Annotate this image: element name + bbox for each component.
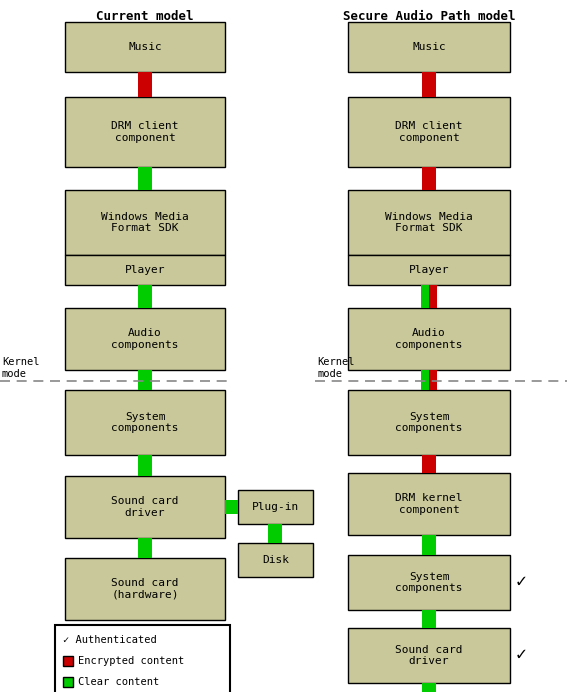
Text: Player: Player [125,265,165,275]
Text: Disk: Disk [262,555,289,565]
Text: DRM kernel
component: DRM kernel component [395,493,463,515]
Bar [429,285,437,308]
Bar [348,190,510,255]
Bar [65,476,225,538]
Text: Windows Media
Format SDK: Windows Media Format SDK [385,212,473,233]
Bar [225,500,238,514]
Bar [55,625,230,692]
Text: Audio
components: Audio components [395,328,463,349]
Bar [138,285,152,308]
Bar [421,370,429,390]
Bar [63,656,73,666]
Bar [268,524,282,543]
Text: Current model: Current model [96,10,194,23]
Text: ✓: ✓ [516,573,527,591]
Bar [348,473,510,535]
Text: Sound card
driver: Sound card driver [111,496,179,518]
Text: ✓ Authenticated: ✓ Authenticated [63,635,156,645]
Bar [138,538,152,558]
Text: System
components: System components [111,412,179,433]
Bar [138,167,152,190]
Bar [65,308,225,370]
Bar [238,490,313,524]
Text: DRM client
component: DRM client component [395,121,463,143]
Text: Windows Media
Format SDK: Windows Media Format SDK [101,212,189,233]
Text: Plug-in: Plug-in [252,502,299,512]
Text: Kernel
mode: Kernel mode [2,357,40,379]
Text: System
components: System components [395,412,463,433]
Bar [422,167,436,190]
Bar [348,390,510,455]
Text: Music: Music [128,42,162,52]
Text: ✓: ✓ [516,646,527,664]
Bar [421,285,429,308]
Text: System
components: System components [395,572,463,593]
Bar [422,610,436,628]
Text: Encrypted content: Encrypted content [78,656,184,666]
Bar [65,390,225,455]
Bar [348,308,510,370]
Bar [348,97,510,167]
Text: Player: Player [409,265,449,275]
Bar [348,555,510,610]
Bar [422,535,436,555]
Bar [65,97,225,167]
Bar [348,22,510,72]
Bar [422,72,436,97]
Bar [138,370,152,390]
Bar [422,683,436,692]
Bar [63,677,73,687]
Bar [238,543,313,577]
Text: Music: Music [412,42,446,52]
Text: Clear content: Clear content [78,677,159,687]
Bar [348,628,510,683]
Bar [422,455,436,473]
Text: Audio
components: Audio components [111,328,179,349]
Text: Sound card
driver: Sound card driver [395,645,463,666]
Bar [65,22,225,72]
Text: Kernel
mode: Kernel mode [317,357,354,379]
Text: DRM client
component: DRM client component [111,121,179,143]
Bar [65,558,225,620]
Bar [348,255,510,285]
Bar [65,190,225,255]
Bar [138,455,152,476]
Bar [429,370,437,390]
Text: Sound card
(hardware): Sound card (hardware) [111,579,179,600]
Bar [138,72,152,97]
Bar [65,255,225,285]
Text: Secure Audio Path model: Secure Audio Path model [342,10,515,23]
